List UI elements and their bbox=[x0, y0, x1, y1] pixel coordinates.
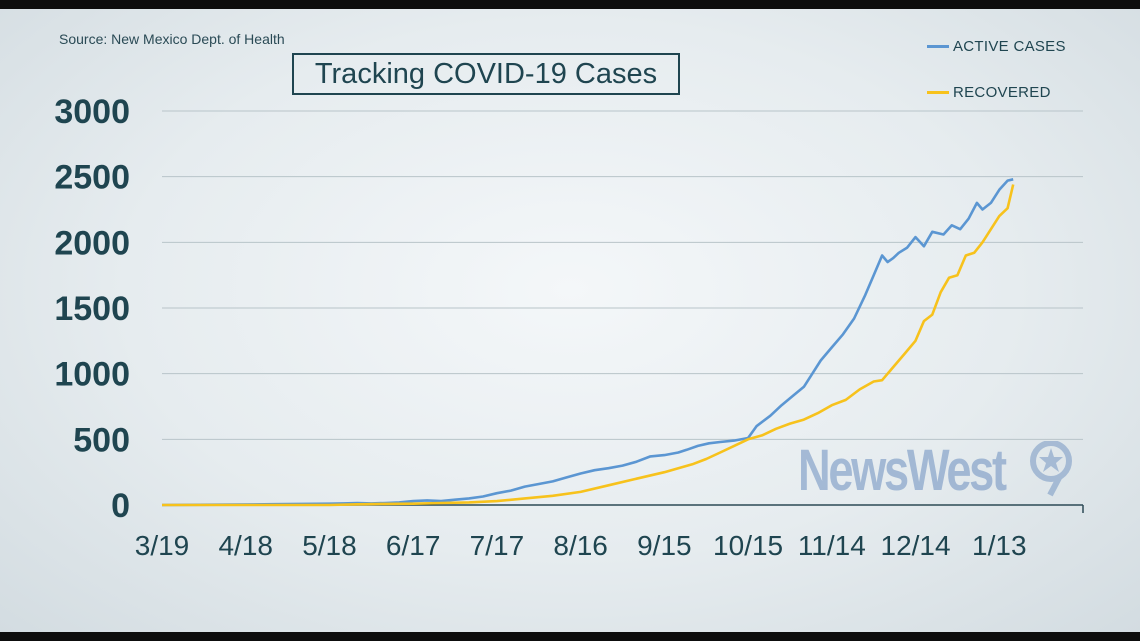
x-tick-label: 4/18 bbox=[218, 530, 273, 561]
x-tick-label: 1/13 bbox=[972, 530, 1027, 561]
x-tick-label: 7/17 bbox=[470, 530, 525, 561]
source-note: Source: New Mexico Dept. of Health bbox=[59, 31, 285, 47]
x-tick-label: 6/17 bbox=[386, 530, 441, 561]
series-line-active-cases bbox=[161, 178, 1014, 507]
grid-lines bbox=[162, 110, 1083, 440]
x-tick-label: 12/14 bbox=[881, 530, 951, 561]
y-tick-label: 2500 bbox=[54, 159, 130, 197]
legend-item-active: ACTIVE CASES bbox=[927, 35, 1066, 57]
series-line-recovered bbox=[162, 184, 1015, 507]
y-tick-labels: 0 500 1000 1500 2000 2500 3000 bbox=[54, 93, 130, 525]
y-tick-label: 1000 bbox=[54, 356, 130, 394]
x-tick-label: 3/19 bbox=[135, 530, 190, 561]
series-lines bbox=[161, 178, 1015, 507]
line-chart: 0 500 1000 1500 2000 2500 3000 3/19 4/18 5/18 6/1… bbox=[54, 93, 1084, 561]
y-tick-label: 1500 bbox=[54, 290, 130, 328]
legend-label-recovered: RECOVERED bbox=[953, 83, 1051, 101]
legend-swatch-active bbox=[927, 44, 949, 48]
texas-star-icon bbox=[1030, 441, 1072, 497]
x-tick-label: 9/15 bbox=[637, 530, 692, 561]
legend-item-recovered: RECOVERED bbox=[927, 81, 1066, 103]
x-tick-label: 11/14 bbox=[798, 530, 866, 561]
newswest-logo: NewsWest bbox=[798, 438, 1007, 503]
y-tick-label: 3000 bbox=[54, 93, 130, 131]
legend: ACTIVE CASES RECOVERED bbox=[927, 35, 1066, 127]
legend-label-active: ACTIVE CASES bbox=[953, 37, 1066, 55]
y-tick-label: 500 bbox=[73, 421, 130, 459]
chart-title: Tracking COVID-19 Cases bbox=[292, 53, 680, 95]
x-tick-label: 10/15 bbox=[713, 530, 783, 561]
x-tick-label: 8/16 bbox=[553, 530, 608, 561]
chart-frame: 0 500 1000 1500 2000 2500 3000 3/19 4/18 5/18 6/1… bbox=[0, 9, 1140, 632]
x-tick-labels: 3/19 4/18 5/18 6/17 7/17 8/16 9/15 10/15 11/14 12… bbox=[135, 530, 1027, 561]
legend-swatch-recovered bbox=[927, 90, 949, 94]
chart-title-text: Tracking COVID-19 Cases bbox=[314, 57, 658, 90]
y-tick-label: 2000 bbox=[54, 224, 130, 262]
y-tick-label: 0 bbox=[111, 487, 130, 525]
x-tick-label: 5/18 bbox=[302, 530, 357, 561]
